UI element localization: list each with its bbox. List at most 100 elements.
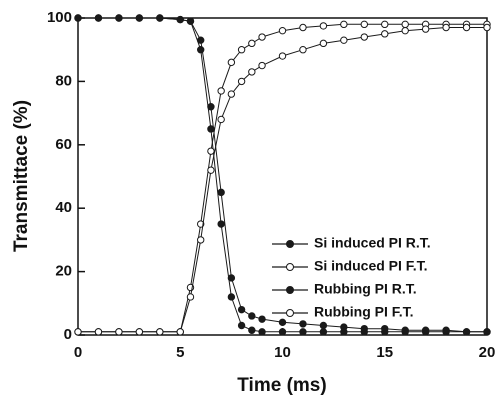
data-point (442, 326, 450, 334)
data-point (340, 36, 348, 44)
y-tick-label: 60 (55, 136, 72, 153)
data-point (421, 326, 430, 334)
legend-label: Rubbing PI R.T. (314, 281, 417, 297)
legend-marker (286, 240, 294, 248)
x-tick-label: 20 (479, 344, 496, 361)
data-point (248, 68, 256, 76)
x-tick-label: 15 (376, 344, 393, 361)
data-point (248, 326, 256, 334)
data-point (156, 14, 164, 22)
data-point (227, 58, 236, 67)
data-point (360, 20, 368, 29)
data-point (217, 87, 225, 95)
data-point (227, 293, 236, 301)
data-point (258, 61, 266, 70)
data-point (381, 30, 389, 38)
y-tick-label: 80 (55, 72, 72, 89)
data-point (278, 318, 287, 327)
data-point (319, 328, 328, 336)
data-point (360, 324, 368, 333)
data-point (237, 77, 246, 86)
data-point (186, 17, 195, 25)
x-axis-label: Time (ms) (237, 375, 326, 396)
series (74, 14, 491, 336)
data-point (237, 321, 246, 330)
legend: Si induced PI R.T. Si induced PI F.T. Rubb… (272, 235, 431, 320)
data-point (115, 14, 123, 22)
data-point (207, 125, 215, 133)
data-point (115, 328, 123, 336)
data-point (401, 26, 409, 35)
y-tick-label: 20 (55, 263, 72, 280)
data-point (207, 147, 215, 155)
data-point (483, 328, 491, 336)
series (74, 23, 491, 336)
x-tick-label: 10 (274, 344, 291, 361)
data-point (299, 320, 307, 328)
data-point (340, 323, 348, 331)
data-point (227, 274, 236, 282)
data-point (278, 26, 287, 35)
data-point (258, 315, 266, 323)
data-point (299, 23, 307, 32)
data-point (186, 293, 195, 301)
data-point (135, 328, 144, 336)
data-point (401, 20, 409, 29)
data-point (442, 23, 450, 32)
data-point (217, 115, 225, 124)
data-point (258, 33, 266, 41)
legend-label: Si induced PI F.T. (314, 258, 428, 274)
legend-label: Rubbing PI F.T. (314, 304, 414, 320)
data-point (94, 328, 103, 336)
data-point (156, 328, 164, 336)
series (74, 20, 491, 336)
y-tick-label: 100 (47, 9, 72, 26)
data-point (248, 312, 256, 320)
data-point (381, 20, 389, 29)
series-line (78, 27, 487, 333)
data-point (176, 328, 184, 336)
data-point (135, 14, 144, 22)
legend-marker (286, 263, 294, 271)
y-tick-label: 40 (55, 199, 72, 216)
data-point (197, 36, 205, 44)
data-point (258, 328, 266, 336)
data-point (278, 328, 287, 336)
series-line (78, 17, 487, 333)
y-tick-label: 0 (64, 326, 72, 343)
data-point (217, 188, 225, 197)
data-point (217, 220, 225, 228)
legend-marker (286, 286, 294, 294)
data-point (278, 52, 287, 60)
data-point (319, 39, 328, 48)
series-line (78, 23, 487, 333)
data-point (319, 22, 328, 30)
series (74, 14, 491, 336)
plot-frame (77, 17, 488, 336)
series-line (78, 17, 487, 333)
data-point (248, 39, 256, 48)
data-point (94, 14, 103, 22)
data-point (462, 23, 471, 32)
data-point (340, 20, 348, 29)
data-point (237, 46, 246, 54)
data-point (360, 33, 368, 41)
data-point (381, 324, 389, 333)
data-point (237, 305, 246, 314)
data-point (462, 328, 471, 336)
data-point (176, 15, 184, 24)
data-point (421, 25, 430, 33)
data-point (227, 90, 236, 98)
legend-marker (286, 309, 294, 317)
data-point (401, 326, 409, 334)
legend-label: Si induced PI R.T. (314, 235, 431, 251)
data-point (299, 46, 307, 54)
data-point (207, 166, 215, 174)
x-tick-label: 5 (176, 344, 184, 361)
y-axis-label: Transmittace (%) (11, 100, 32, 252)
data-point (299, 328, 307, 336)
data-point (319, 321, 328, 330)
x-tick-label: 0 (74, 344, 82, 361)
data-point (74, 14, 82, 22)
